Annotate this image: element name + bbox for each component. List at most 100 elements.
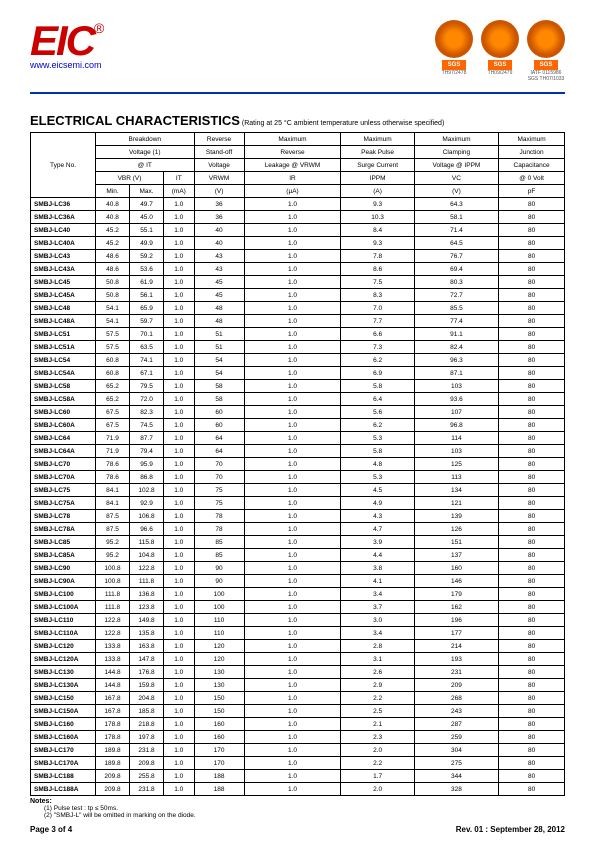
- cell-max: 53.6: [130, 263, 164, 276]
- table-row: SMBJ-LC45A50.856.11.0451.08.372.780: [31, 289, 565, 302]
- cell-type: SMBJ-LC78A: [31, 523, 96, 536]
- cell-type: SMBJ-LC48A: [31, 315, 96, 328]
- cell-type: SMBJ-LC60A: [31, 419, 96, 432]
- cell-max: 115.8: [130, 536, 164, 549]
- cell-vc: 287: [414, 718, 498, 731]
- cell-type: SMBJ-LC36: [31, 198, 96, 211]
- cell-type: SMBJ-LC170A: [31, 757, 96, 770]
- cell-vc: 304: [414, 744, 498, 757]
- table-row: SMBJ-LC188A209.8231.81.01881.02.032880: [31, 783, 565, 796]
- th-cap3: Capacitance: [499, 159, 565, 172]
- cell-vrwm: 188: [194, 770, 244, 783]
- cell-ir: 1.0: [244, 705, 341, 718]
- cell-cap: 80: [499, 497, 565, 510]
- cell-vc: 113: [414, 471, 498, 484]
- th-a: (A): [341, 185, 414, 198]
- cell-max: 95.9: [130, 458, 164, 471]
- cell-it: 1.0: [164, 731, 195, 744]
- cell-max: 231.8: [130, 783, 164, 796]
- cell-it: 1.0: [164, 549, 195, 562]
- cell-it: 1.0: [164, 328, 195, 341]
- cell-type: SMBJ-LC85: [31, 536, 96, 549]
- cell-max: 96.6: [130, 523, 164, 536]
- cert-badge-icon: [527, 20, 565, 58]
- th-pf: pF: [499, 185, 565, 198]
- table-row: SMBJ-LC130A144.8159.81.01301.02.920980: [31, 679, 565, 692]
- cell-type: SMBJ-LC43A: [31, 263, 96, 276]
- website-link[interactable]: www.eicsemi.com: [30, 60, 104, 70]
- th-clamp3: Voltage @ IPPM: [414, 159, 498, 172]
- table-row: SMBJ-LC43A48.653.61.0431.08.669.480: [31, 263, 565, 276]
- cell-ippm: 7.7: [341, 315, 414, 328]
- cell-vrwm: 170: [194, 744, 244, 757]
- cell-ippm: 3.4: [341, 627, 414, 640]
- cell-ir: 1.0: [244, 562, 341, 575]
- cell-min: 87.5: [96, 523, 130, 536]
- cell-cap: 80: [499, 575, 565, 588]
- cell-vrwm: 110: [194, 627, 244, 640]
- cell-vc: 209: [414, 679, 498, 692]
- cell-min: 95.2: [96, 549, 130, 562]
- cell-type: SMBJ-LC75A: [31, 497, 96, 510]
- cell-ippm: 4.8: [341, 458, 414, 471]
- cell-vrwm: 64: [194, 432, 244, 445]
- cell-type: SMBJ-LC110: [31, 614, 96, 627]
- cell-vc: 85.5: [414, 302, 498, 315]
- cell-vrwm: 58: [194, 380, 244, 393]
- cell-ippm: 3.0: [341, 614, 414, 627]
- cell-vrwm: 160: [194, 718, 244, 731]
- cell-ippm: 5.6: [341, 406, 414, 419]
- cell-it: 1.0: [164, 679, 195, 692]
- cell-ir: 1.0: [244, 198, 341, 211]
- cell-min: 209.8: [96, 783, 130, 796]
- cell-vrwm: 40: [194, 224, 244, 237]
- cell-vrwm: 78: [194, 523, 244, 536]
- cell-vc: 93.6: [414, 393, 498, 406]
- cell-min: 60.8: [96, 354, 130, 367]
- cell-ir: 1.0: [244, 731, 341, 744]
- cell-type: SMBJ-LC160A: [31, 731, 96, 744]
- cell-cap: 80: [499, 770, 565, 783]
- cell-ippm: 2.9: [341, 679, 414, 692]
- cell-cap: 80: [499, 692, 565, 705]
- cell-min: 71.9: [96, 445, 130, 458]
- cell-type: SMBJ-LC51: [31, 328, 96, 341]
- cell-max: 163.8: [130, 640, 164, 653]
- cell-ir: 1.0: [244, 614, 341, 627]
- cell-type: SMBJ-LC45: [31, 276, 96, 289]
- sgs-label: SGS: [488, 60, 512, 70]
- cell-type: SMBJ-LC36A: [31, 211, 96, 224]
- cell-type: SMBJ-LC188A: [31, 783, 96, 796]
- cert-sub: SGS TH07/1033: [528, 76, 565, 82]
- table-row: SMBJ-LC188209.8255.81.01881.01.734480: [31, 770, 565, 783]
- cell-ir: 1.0: [244, 263, 341, 276]
- th-it: IT: [164, 172, 195, 185]
- cell-vrwm: 51: [194, 328, 244, 341]
- cell-vc: 160: [414, 562, 498, 575]
- cell-ir: 1.0: [244, 640, 341, 653]
- cell-ir: 1.0: [244, 523, 341, 536]
- cell-vc: 126: [414, 523, 498, 536]
- cell-cap: 80: [499, 328, 565, 341]
- th-cap2: Junction: [499, 146, 565, 159]
- cert-badge-icon: [435, 20, 473, 58]
- cell-it: 1.0: [164, 289, 195, 302]
- table-row: SMBJ-LC120A133.8147.81.01201.03.119380: [31, 653, 565, 666]
- cell-vc: 179: [414, 588, 498, 601]
- cell-max: 65.9: [130, 302, 164, 315]
- cell-vrwm: 70: [194, 471, 244, 484]
- cell-max: 45.0: [130, 211, 164, 224]
- cell-vrwm: 43: [194, 250, 244, 263]
- cell-ippm: 4.5: [341, 484, 414, 497]
- table-row: SMBJ-LC4348.659.21.0431.07.876.780: [31, 250, 565, 263]
- cell-ippm: 4.7: [341, 523, 414, 536]
- cell-cap: 80: [499, 354, 565, 367]
- cell-cap: 80: [499, 562, 565, 575]
- cell-vrwm: 40: [194, 237, 244, 250]
- cell-min: 209.8: [96, 770, 130, 783]
- certification-badges: SGS TH97/2478 SGS TH09/2479 SGS IATF 011…: [435, 20, 565, 82]
- th-leakage2: Reverse: [244, 146, 341, 159]
- cell-min: 189.8: [96, 757, 130, 770]
- cert-badge-icon: [481, 20, 519, 58]
- cell-it: 1.0: [164, 653, 195, 666]
